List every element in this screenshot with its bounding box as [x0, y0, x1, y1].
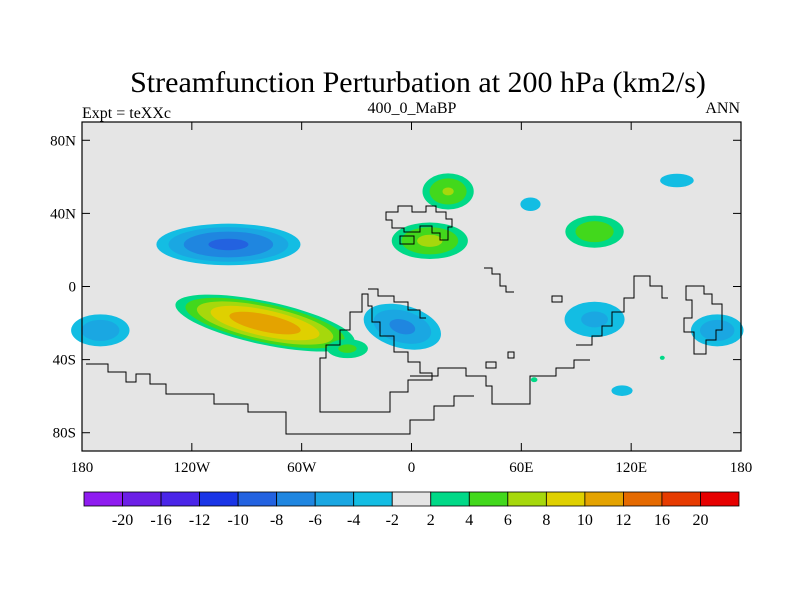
anomaly-12 — [530, 377, 538, 383]
anomaly-9 — [660, 173, 694, 188]
coastline-island-2 — [485, 361, 497, 369]
coastline-indonesia — [683, 285, 723, 355]
map-background — [82, 122, 741, 451]
colorbar-box — [237, 491, 278, 507]
contour-band — [442, 187, 454, 196]
colorbar-label: -16 — [150, 512, 171, 529]
colorbar-label: 8 — [542, 512, 550, 529]
colorbar-box — [584, 491, 624, 507]
colorbar-box — [276, 491, 316, 507]
anomaly-10 — [564, 301, 625, 338]
anomaly-7 — [565, 215, 624, 248]
experiment-label: Expt = teXXc — [82, 105, 171, 122]
colorbar-label: -20 — [112, 512, 133, 529]
colorbar-label: 4 — [465, 512, 473, 529]
axis-ticks: 180 120W 60W 0 60E 120E 180 80N 40N 0 40S 80S — [50, 122, 752, 476]
contour-band — [389, 319, 416, 335]
contour-band — [208, 238, 249, 251]
colorbar-box — [83, 491, 123, 507]
contour-band — [659, 355, 665, 360]
colorbar-box — [122, 491, 162, 507]
coastline-outlines — [86, 205, 723, 435]
colorbar-label: 10 — [577, 512, 593, 529]
colorbar-label: 20 — [692, 512, 708, 529]
x-tick-label: 180 — [71, 460, 94, 476]
y-tick-label: 40N — [50, 206, 76, 222]
colorbar-box — [623, 491, 663, 507]
case-label: 400_0_MaBP — [368, 100, 457, 117]
contour-field — [71, 173, 744, 396]
colorbar-box — [507, 491, 547, 507]
contour-band — [520, 197, 541, 211]
anomaly-1 — [71, 314, 130, 347]
coastline-pacific-south — [86, 363, 474, 435]
colorbar-box — [545, 491, 586, 507]
colorbar-label: 2 — [427, 512, 435, 529]
x-tick-label: 120W — [173, 460, 211, 476]
y-tick-label: 40S — [53, 353, 76, 369]
contour-band — [417, 234, 443, 247]
colorbar-label: 6 — [504, 512, 512, 529]
anomaly-13 — [659, 355, 665, 360]
contour-band — [229, 311, 301, 335]
contour-band — [575, 221, 614, 243]
x-tick-label: 60W — [287, 460, 317, 476]
colorbar-label: -10 — [227, 512, 248, 529]
coastline-east-asia — [576, 275, 668, 346]
chart-title: Streamfunction Perturbation at 200 hPa (… — [130, 66, 706, 99]
anomaly-8 — [520, 197, 541, 211]
coastline-africa-west — [368, 288, 426, 319]
colorbar-box — [391, 491, 432, 507]
colorbar-label: -8 — [270, 512, 283, 529]
y-tick-label: 80S — [53, 426, 76, 442]
colorbar-box — [700, 491, 740, 507]
colorbar-box — [160, 491, 200, 507]
x-tick-label: 180 — [730, 460, 753, 476]
anomaly-3 — [175, 294, 355, 352]
coastline-south-america — [319, 293, 433, 413]
contour-band — [660, 173, 694, 188]
colorbar-label: -12 — [189, 512, 210, 529]
anomaly-5 — [422, 173, 474, 210]
contour-band — [611, 385, 633, 396]
colorbar-box — [353, 491, 393, 507]
colorbar: -20 -16 -12 -10 -8 -6 -4 -2 2 4 6 8 10 12 16 20 — [83, 491, 740, 529]
coastline-arabia-india — [484, 267, 514, 293]
colorbar-label: 16 — [654, 512, 670, 529]
colorbar-label: -2 — [386, 512, 399, 529]
season-label: ANN — [705, 100, 740, 117]
coastline-island-1 — [399, 235, 415, 245]
contour-band — [338, 344, 357, 353]
x-tick-label: 60E — [509, 460, 533, 476]
colorbar-box — [199, 491, 239, 507]
anomaly-0 — [156, 223, 301, 266]
colorbar-label: -6 — [309, 512, 322, 529]
coastline-africa-south — [410, 359, 590, 405]
contour-band — [581, 311, 608, 328]
coastline-north-africa — [385, 205, 453, 241]
y-tick-label: 0 — [69, 280, 77, 296]
anomaly-11 — [611, 385, 633, 396]
colorbar-box — [314, 491, 355, 507]
coastline-island-4 — [507, 351, 515, 359]
colorbar-box — [430, 491, 470, 507]
colorbar-box — [661, 491, 701, 507]
colorbar-label: -4 — [347, 512, 360, 529]
x-tick-label: 0 — [408, 460, 416, 476]
contour-band — [530, 377, 538, 383]
contour-band — [81, 319, 120, 341]
colorbar-label: 12 — [615, 512, 631, 529]
x-tick-label: 120E — [615, 460, 647, 476]
coastline-island-3 — [551, 295, 563, 303]
anomaly-14 — [326, 339, 368, 359]
colorbar-box — [468, 491, 509, 507]
y-tick-label: 80N — [50, 133, 76, 149]
anomaly-6 — [363, 303, 441, 350]
